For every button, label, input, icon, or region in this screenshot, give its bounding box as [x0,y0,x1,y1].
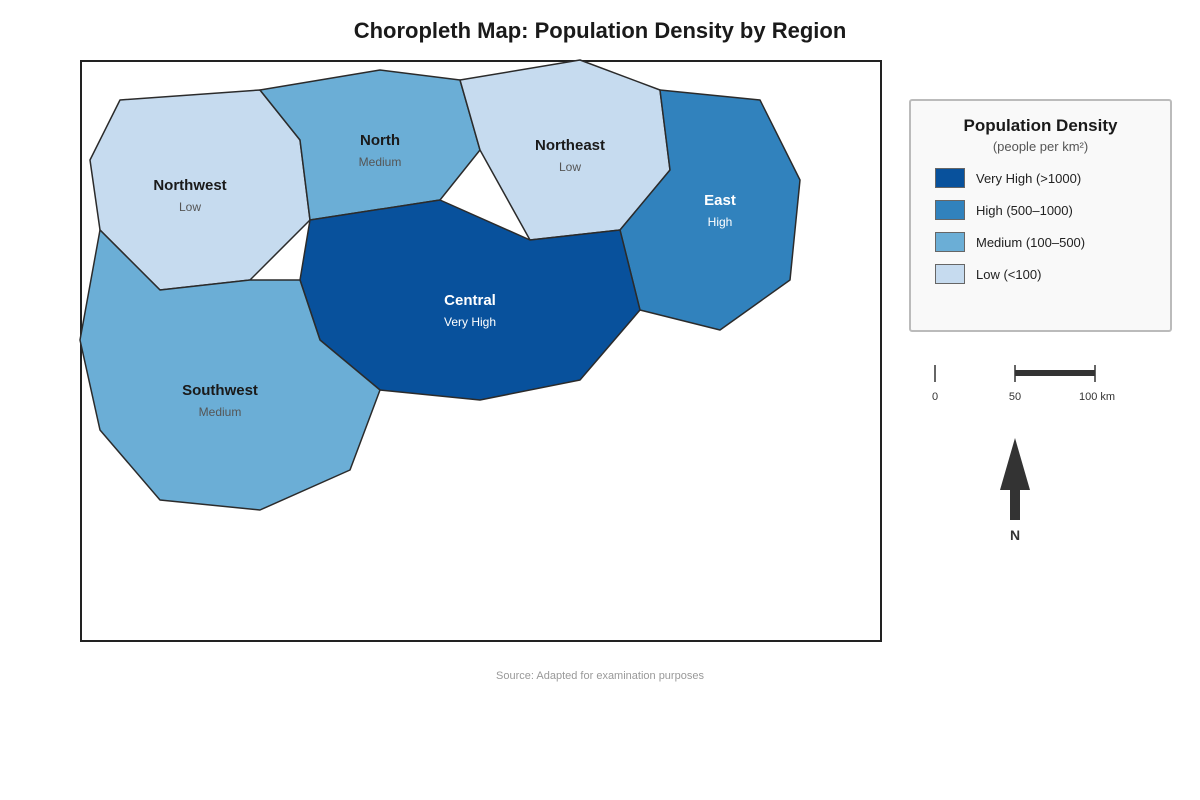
legend-label: Medium (100–500) [976,235,1086,250]
region-name-southwest: Southwest [182,382,258,399]
region-category-southwest: Medium [199,405,242,419]
legend-label: Very High (>1000) [976,171,1082,186]
source-note: Source: Adapted for examination purposes [496,670,704,682]
scale-label-100: 100 km [1079,391,1115,403]
scale-bar: 0 50 100 km [932,365,1115,403]
legend-label: Low (<100) [976,267,1042,282]
region-category-northwest: Low [179,200,201,214]
scale-label-50: 50 [1009,391,1021,403]
north-arrow: N [1000,438,1030,543]
region-category-north: Medium [359,155,402,169]
region-category-northeast: Low [559,160,581,174]
region-name-northeast: Northeast [535,137,605,154]
region-name-central: Central [444,292,496,309]
region-name-east: East [704,192,736,209]
north-label: N [1010,527,1020,543]
legend-item-very-high: Very High (>1000) [935,168,1155,190]
north-arrow-shaft [1010,488,1020,520]
region-east [619,89,801,331]
scale-label-0: 0 [932,391,938,403]
legend: Population Density (people per km²) Very… [909,99,1172,332]
legend-swatch [935,264,965,284]
legend-swatch [935,232,965,252]
legend-label: High (500–1000) [976,203,1073,218]
legend-subtitle: (people per km²) [992,139,1089,154]
region-category-central: Very High [444,315,496,329]
legend-title: Population Density [963,116,1118,135]
scale-bar-segment [1015,370,1095,376]
region-name-northwest: Northwest [153,177,226,194]
region-north [259,69,481,221]
region-category-east: High [708,215,733,229]
north-arrow-icon [1000,438,1030,490]
legend-item-low: Low (<100) [935,264,1155,286]
region-southwest [79,229,381,511]
map-title: Choropleth Map: Population Density by Re… [353,18,847,43]
legend-item-high: High (500–1000) [935,200,1155,222]
legend-swatch [935,200,965,220]
legend-item-medium: Medium (100–500) [935,232,1155,254]
region-name-north: North [360,132,400,149]
legend-swatch [935,168,965,188]
